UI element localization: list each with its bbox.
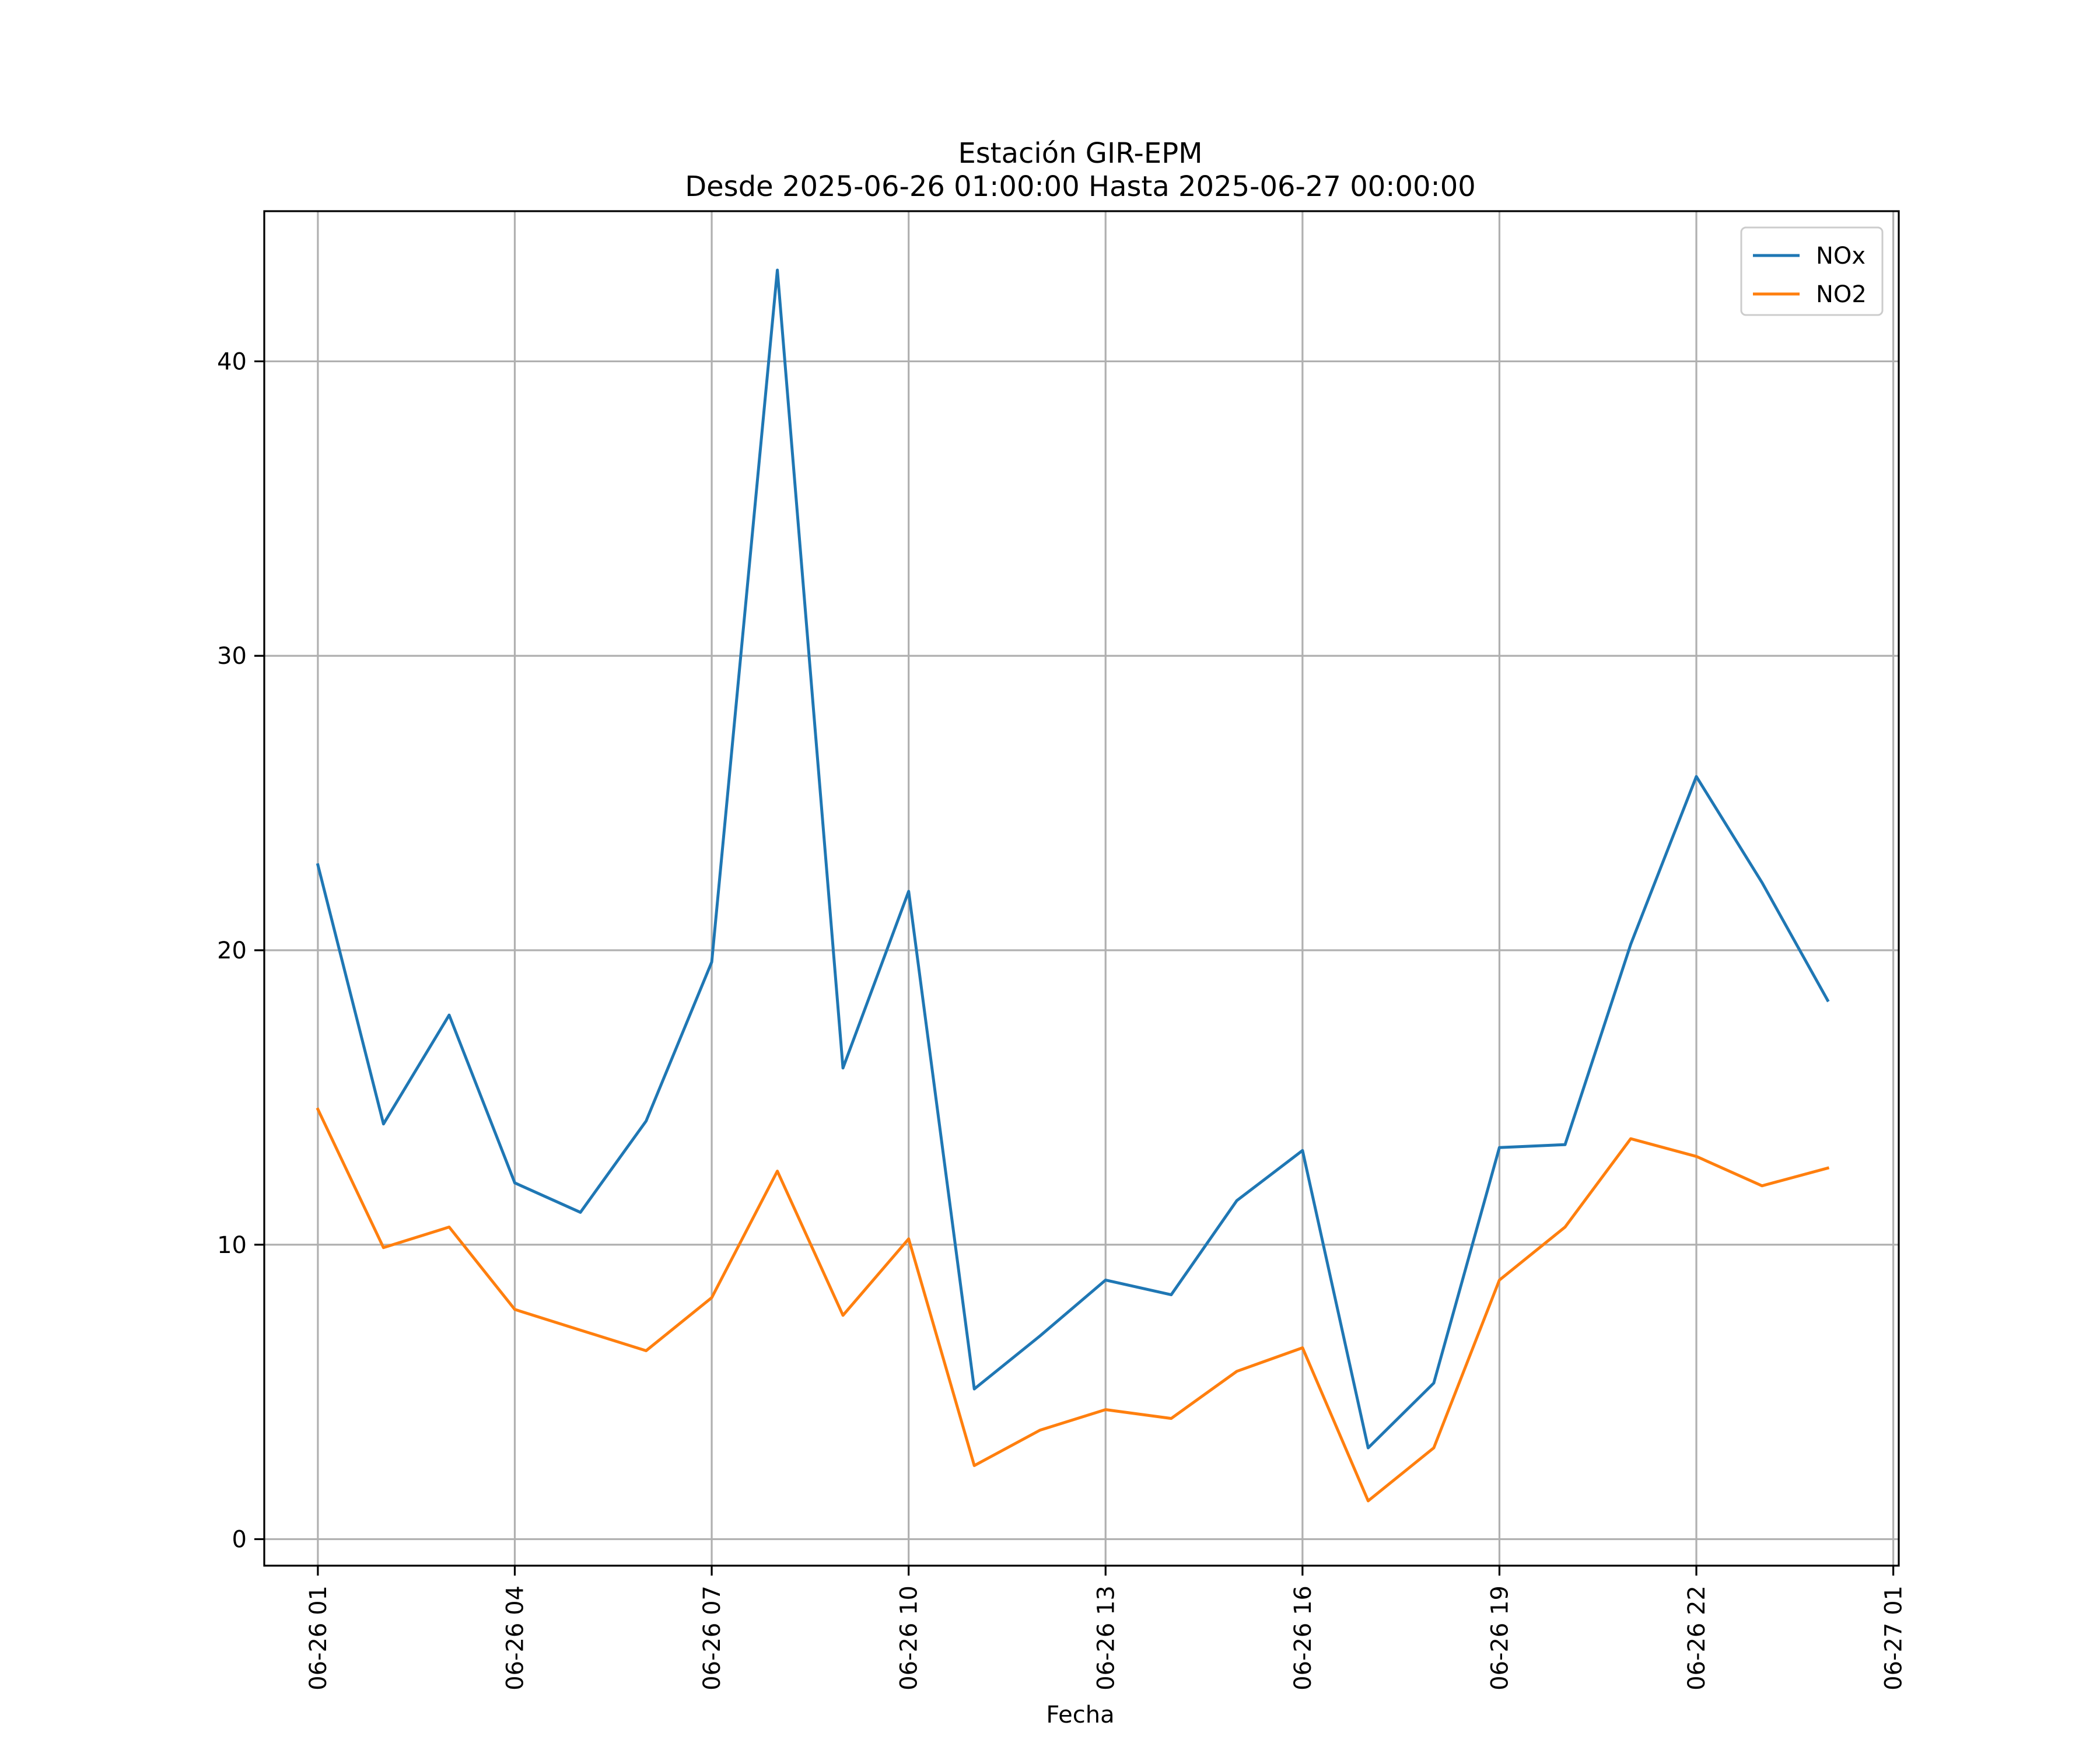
x-axis: 06-26 01 06-26 04 06-26 07 06-26 10 06-26 13… [305, 1566, 1908, 1690]
legend-label-no2: NO2 [1816, 281, 1867, 308]
x-tick-label: 06-26 01 [305, 1586, 332, 1690]
chart-title-line-1: Estación GIR-EPM [958, 137, 1202, 170]
x-tick-label: 06-26 07 [699, 1586, 726, 1690]
x-tick-label: 06-26 22 [1684, 1586, 1710, 1690]
y-tick-label: 40 [217, 348, 247, 375]
chart-title-line-2: Desde 2025-06-26 01:00:00 Hasta 2025-06-… [685, 170, 1476, 203]
grid [264, 211, 1899, 1566]
series-layer [316, 268, 1830, 1503]
x-tick-label: 06-27 01 [1881, 1586, 1908, 1690]
legend: NOx NO2 [1740, 226, 1884, 316]
x-axis-label: Fecha [1046, 1702, 1114, 1728]
series-line-no2 [316, 1107, 1830, 1503]
x-tick-label: 06-26 19 [1486, 1586, 1513, 1690]
y-tick-label: 30 [217, 643, 247, 670]
plot-frame [263, 210, 1900, 1567]
y-tick-label: 10 [217, 1232, 247, 1259]
legend-label-nox: NOx [1816, 243, 1866, 270]
series-line-nox [316, 268, 1830, 1450]
x-tick-label: 06-26 13 [1093, 1586, 1119, 1690]
y-axis: 0 10 20 30 40 [217, 348, 264, 1553]
y-tick-label: 0 [232, 1527, 247, 1553]
y-tick-label: 20 [217, 937, 247, 964]
x-tick-label: 06-26 10 [896, 1586, 923, 1690]
x-tick-label: 06-26 04 [502, 1586, 528, 1690]
x-tick-label: 06-26 16 [1290, 1586, 1317, 1690]
